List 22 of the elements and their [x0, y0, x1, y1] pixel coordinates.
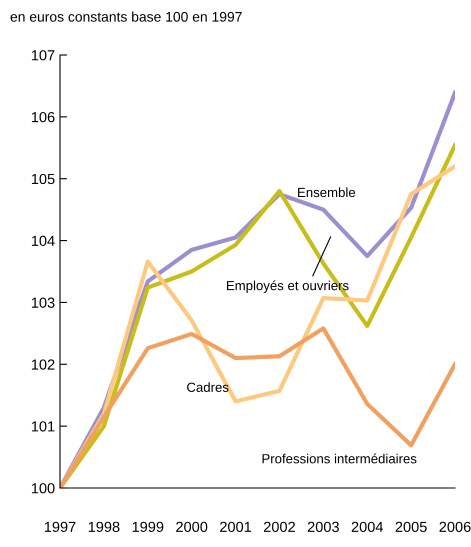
series-label: Cadres: [187, 382, 228, 392]
y-tick-label: 102: [32, 359, 54, 370]
x-tick-label: 1997: [44, 522, 76, 532]
x-tick-label: 2004: [352, 522, 384, 532]
x-tick-label: 2003: [308, 522, 339, 532]
series-label: Professions intermédiaires: [262, 454, 416, 464]
y-tick-label: 101: [32, 421, 54, 432]
x-tick-label: 1998: [88, 522, 120, 532]
x-tick-label: 2005: [396, 522, 427, 532]
series-label: Ensemble: [298, 187, 356, 198]
y-tick-label: 107: [32, 50, 54, 60]
y-axis-title: en euros constants base 100 en 1997: [10, 12, 242, 22]
x-tick-label: 2006: [440, 522, 471, 532]
y-tick-label: 105: [32, 174, 55, 184]
x-tick-label: 2002: [264, 522, 295, 532]
x-tick-label: 2001: [220, 522, 252, 532]
y-tick-label: 106: [32, 112, 54, 122]
y-tick-label: 100: [32, 483, 55, 494]
y-tick-label: 103: [32, 298, 54, 308]
x-tick-label: 2000: [176, 522, 208, 532]
y-tick-label: 104: [32, 236, 55, 246]
x-tick-label: 1999: [132, 522, 164, 532]
